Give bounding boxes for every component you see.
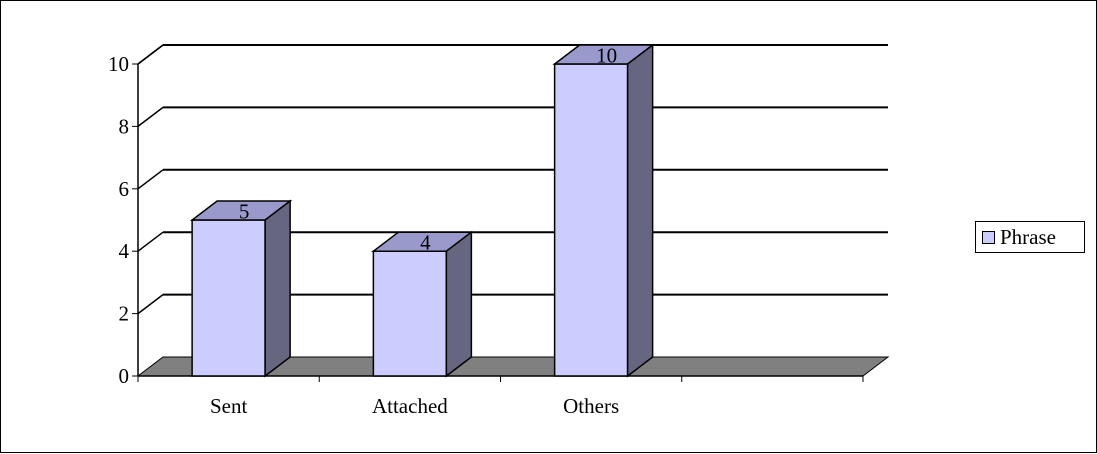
bar-front [553, 63, 629, 377]
legend-label-phrase: Phrase [1000, 224, 1056, 249]
legend: Phrase [975, 221, 1085, 253]
gridline-connector [137, 169, 164, 190]
legend-swatch-phrase [982, 230, 995, 244]
data-label: 5 [239, 200, 250, 224]
x-tick-label: Attached [372, 394, 448, 418]
y-tick-label: 6 [119, 177, 130, 201]
y-tick-label: 4 [119, 239, 130, 263]
y-axis-top-connector [137, 44, 164, 65]
x-tick-label: Others [563, 394, 619, 418]
data-label: 10 [596, 44, 617, 68]
y-tick-label: 0 [119, 364, 130, 388]
bar-front [191, 219, 266, 377]
gridline-connector [137, 294, 164, 315]
bar-side [445, 230, 473, 378]
y-tick-label: 8 [119, 114, 130, 138]
bar-side [626, 43, 654, 378]
x-tick-label: Sent [210, 394, 248, 418]
bar-side [264, 199, 291, 378]
gridline-connector [137, 106, 164, 127]
bar-front [372, 250, 448, 377]
y-tick-label: 2 [119, 302, 130, 326]
y-tick-label: 10 [108, 52, 129, 76]
gridline-connector [137, 231, 164, 252]
data-label: 4 [420, 231, 431, 255]
